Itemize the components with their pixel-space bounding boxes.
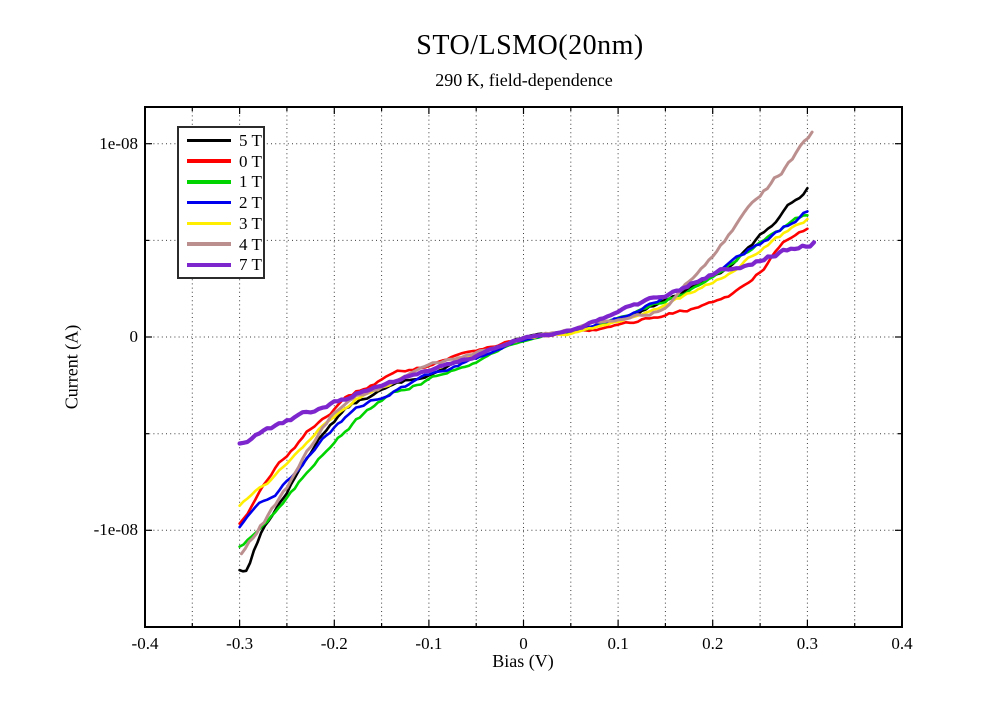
legend-label: 4 T bbox=[239, 234, 262, 254]
legend-label: 5 T bbox=[239, 130, 262, 150]
legend-swatch bbox=[187, 242, 231, 246]
legend-entry: 2 T bbox=[179, 194, 263, 211]
x-tick-label: -0.2 bbox=[320, 634, 348, 653]
y-tick-label: -1e-08 bbox=[93, 520, 138, 540]
legend-entry: 1 T bbox=[179, 173, 263, 190]
legend-label: 3 T bbox=[239, 213, 262, 233]
legend-swatch bbox=[187, 138, 231, 142]
x-tick-label: 0.1 bbox=[607, 634, 629, 653]
legend-entry: 3 T bbox=[179, 215, 263, 232]
grid bbox=[145, 107, 902, 627]
legend-swatch bbox=[187, 180, 231, 184]
plot-frame bbox=[144, 106, 903, 628]
legend-label: 7 T bbox=[239, 255, 262, 275]
x-tick-label: -0.3 bbox=[226, 634, 254, 653]
legend-entry: 0 T bbox=[179, 153, 263, 170]
y-tick-label: 1e-08 bbox=[99, 133, 138, 153]
legend-entry: 4 T bbox=[179, 236, 263, 253]
series-line-7T bbox=[237, 240, 817, 446]
x-tick-label: 0.2 bbox=[702, 634, 724, 653]
x-tick-label: 0.4 bbox=[891, 634, 913, 653]
series-line-3T bbox=[238, 217, 809, 507]
chart-subtitle: 290 K, field-dependence bbox=[435, 70, 613, 90]
legend-swatch bbox=[187, 159, 231, 163]
x-tick-label: 0.3 bbox=[796, 634, 818, 653]
legend-label: 0 T bbox=[239, 151, 262, 171]
series-line-4T bbox=[240, 130, 814, 556]
legend-label: 1 T bbox=[239, 172, 262, 192]
x-axis-label: Bias (V) bbox=[492, 651, 554, 671]
legend-swatch bbox=[187, 200, 231, 205]
x-tick-label: 0 bbox=[519, 634, 528, 653]
legend-label: 2 T bbox=[239, 193, 262, 212]
legend-swatch bbox=[187, 262, 231, 267]
series-curves bbox=[237, 130, 817, 573]
x-tick-label: -0.4 bbox=[131, 634, 159, 653]
chart-title: STO/LSMO(20nm) bbox=[416, 30, 644, 61]
legend-entry: 7 T bbox=[179, 256, 263, 273]
legend-entry: 5 T bbox=[179, 132, 263, 149]
y-axis-label: Current (A) bbox=[61, 324, 82, 410]
y-tick-label: 0 bbox=[129, 327, 139, 347]
x-tick-label: -0.1 bbox=[415, 634, 443, 653]
legend-swatch bbox=[187, 221, 231, 225]
